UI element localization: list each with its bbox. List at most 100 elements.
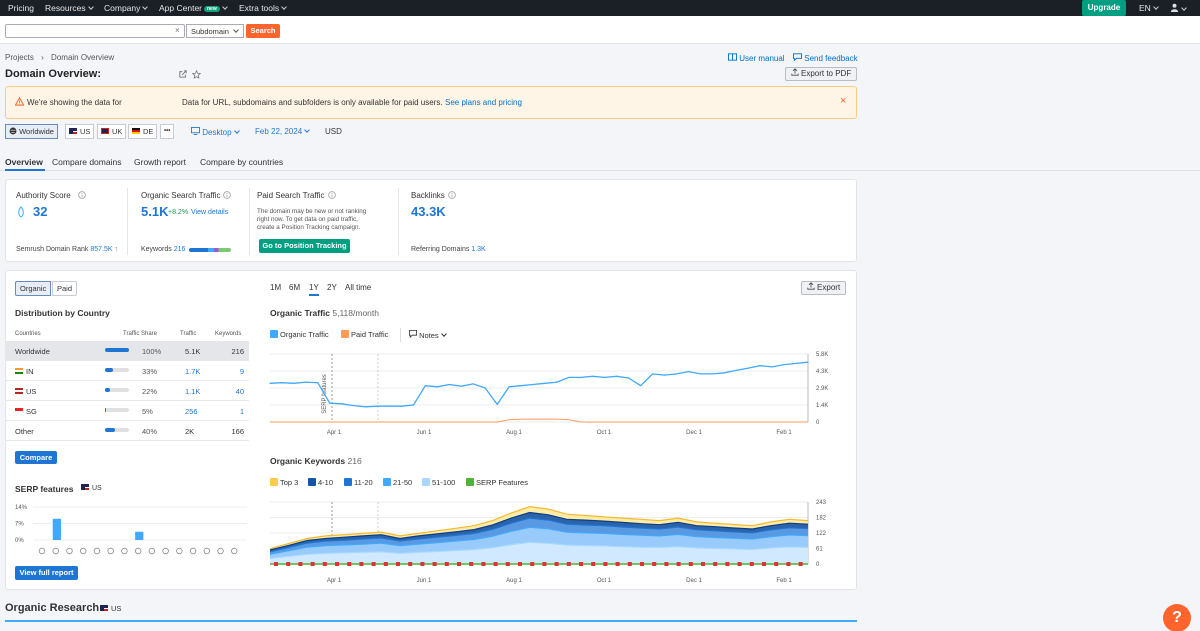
user-menu[interactable] xyxy=(1170,3,1187,14)
legend-paid-traffic[interactable]: Paid Traffic xyxy=(341,330,388,339)
tab-compare-domains[interactable]: Compare domains xyxy=(52,157,122,167)
organic-traffic-point xyxy=(472,383,474,385)
legend-51-100[interactable]: 51-100 xyxy=(422,478,455,487)
range-1m[interactable]: 1M xyxy=(270,283,282,292)
keywords-count: Keywords 216 xyxy=(141,246,185,253)
date-select[interactable]: Feb 22, 2024 xyxy=(255,127,310,136)
nav-company[interactable]: Company xyxy=(104,3,149,13)
view-full-report-button[interactable]: View full report xyxy=(15,566,78,580)
region-de[interactable]: DE xyxy=(128,124,158,139)
region-us[interactable]: US xyxy=(65,124,95,139)
organic-traffic-point xyxy=(604,376,606,379)
table-row[interactable]: US 22% 1.1K 40 xyxy=(5,381,249,401)
star-icon[interactable] xyxy=(192,70,201,79)
region-worldwide[interactable]: Worldwide xyxy=(5,124,58,139)
traffic-value[interactable]: 1.7K xyxy=(185,367,201,376)
table-row[interactable]: Worldwide 100% 5.1K 216 xyxy=(5,341,249,361)
checkbox-icon xyxy=(308,478,316,487)
info-icon[interactable] xyxy=(448,191,456,199)
clear-icon[interactable]: × xyxy=(175,26,180,35)
help-button[interactable]: ? xyxy=(1163,604,1191,631)
range-2y[interactable]: 2Y xyxy=(327,283,337,292)
close-icon[interactable]: × xyxy=(840,95,847,107)
organic-traffic-value[interactable]: 5.1K xyxy=(141,204,169,219)
legend-4-10[interactable]: 4-10 xyxy=(308,478,333,487)
keywords-value[interactable]: 9 xyxy=(239,367,244,376)
nav-extra-tools[interactable]: Extra tools xyxy=(239,3,287,13)
share-bar-fill xyxy=(105,348,129,352)
search-type-select[interactable]: Subdomain xyxy=(186,24,244,38)
y-tick-label: 0% xyxy=(15,538,24,544)
legend-top3[interactable]: Top 3 xyxy=(270,478,298,487)
range-1y[interactable]: 1Y xyxy=(309,283,319,296)
legend-21-50[interactable]: 21-50 xyxy=(383,478,412,487)
notes-dropdown[interactable]: Notes xyxy=(409,330,447,340)
tab-growth-report[interactable]: Growth report xyxy=(134,157,186,167)
organic-traffic-point xyxy=(783,363,785,366)
range-all-time[interactable]: All time xyxy=(345,283,372,292)
organic-traffic-point xyxy=(568,376,570,379)
see-plans-link[interactable]: See plans and pricing xyxy=(445,98,522,107)
info-icon[interactable] xyxy=(78,191,86,199)
send-feedback-link[interactable]: Send feedback xyxy=(793,53,858,63)
user-manual-link[interactable]: User manual xyxy=(728,53,785,63)
keywords-value[interactable]: 40 xyxy=(235,387,244,396)
keywords-value[interactable]: 216 xyxy=(173,246,186,253)
referring-domains-value[interactable]: 1.3K xyxy=(471,246,486,253)
table-row[interactable]: Other 40% 2K 166 xyxy=(5,421,249,441)
toggle-organic[interactable]: Organic xyxy=(15,281,52,296)
compare-button[interactable]: Compare xyxy=(15,451,57,464)
active-tab-indicator xyxy=(5,169,45,171)
serp-feature-marker xyxy=(615,562,620,566)
domain-rank-value[interactable]: 857.5K ↑ xyxy=(90,246,118,253)
tab-overview[interactable]: Overview xyxy=(5,157,43,167)
organic-traffic-point xyxy=(580,376,582,379)
us-flag-icon xyxy=(81,484,89,491)
tab-compare-by-countries[interactable]: Compare by countries xyxy=(200,157,284,167)
traffic-value[interactable]: 256 xyxy=(185,407,198,416)
authority-score-value[interactable]: 32 xyxy=(33,204,48,219)
organic-traffic-point xyxy=(771,366,773,368)
export-pdf-button[interactable]: Export to PDF xyxy=(785,67,857,81)
export-button[interactable]: Export xyxy=(801,281,846,295)
banner-text-right: Data for URL, subdomains and subfolders … xyxy=(182,98,443,107)
legend-organic-traffic[interactable]: Organic Traffic xyxy=(270,330,329,339)
legend-serp-features[interactable]: SERP Features xyxy=(466,478,528,487)
nav-resources[interactable]: Resources xyxy=(45,3,94,13)
organic-traffic-point xyxy=(807,361,809,363)
toggle-paid[interactable]: Paid xyxy=(52,281,78,296)
organic-traffic-point xyxy=(723,372,725,374)
info-icon[interactable] xyxy=(223,191,231,199)
nav-app-center[interactable]: App Center new xyxy=(159,3,228,13)
serp-feature-marker xyxy=(518,562,522,566)
range-6m[interactable]: 6M xyxy=(289,283,301,292)
info-icon[interactable] xyxy=(328,191,336,199)
nav-pricing[interactable]: Pricing xyxy=(8,3,34,13)
region-uk[interactable]: UK xyxy=(97,124,127,139)
breadcrumb-current: Domain Overview xyxy=(51,53,115,62)
table-row[interactable]: IN 33% 1.7K 9 xyxy=(5,361,249,381)
view-details-link[interactable]: View details xyxy=(191,209,229,216)
keywords-value[interactable]: 1 xyxy=(239,407,244,416)
breadcrumb-projects[interactable]: Projects xyxy=(5,53,34,62)
serp-feature-marker xyxy=(603,562,608,566)
organic-traffic-point xyxy=(412,404,415,406)
external-link-icon[interactable] xyxy=(179,70,187,78)
keywords-line-4-10 xyxy=(269,511,809,551)
more-regions-button[interactable]: ••• xyxy=(160,124,175,139)
domain-search-input[interactable] xyxy=(5,24,185,38)
language-selector[interactable]: EN xyxy=(1139,3,1159,13)
position-tracking-button[interactable]: Go to Position Tracking xyxy=(259,239,350,253)
search-button[interactable]: Search xyxy=(246,24,280,38)
table-row[interactable]: SG 5% 256 1 xyxy=(5,401,249,421)
legend-11-20[interactable]: 11-20 xyxy=(344,478,373,487)
serp-feature-marker xyxy=(310,562,315,566)
device-select[interactable]: Desktop xyxy=(191,127,240,137)
in-flag-icon xyxy=(15,368,23,375)
backlinks-value[interactable]: 43.3K xyxy=(411,204,446,219)
upgrade-button[interactable]: Upgrade xyxy=(1082,0,1126,16)
region-label: DE xyxy=(143,127,154,136)
serp-feature-marker xyxy=(542,562,547,566)
organic-traffic-point xyxy=(687,370,690,373)
traffic-value[interactable]: 1.1K xyxy=(185,387,201,396)
